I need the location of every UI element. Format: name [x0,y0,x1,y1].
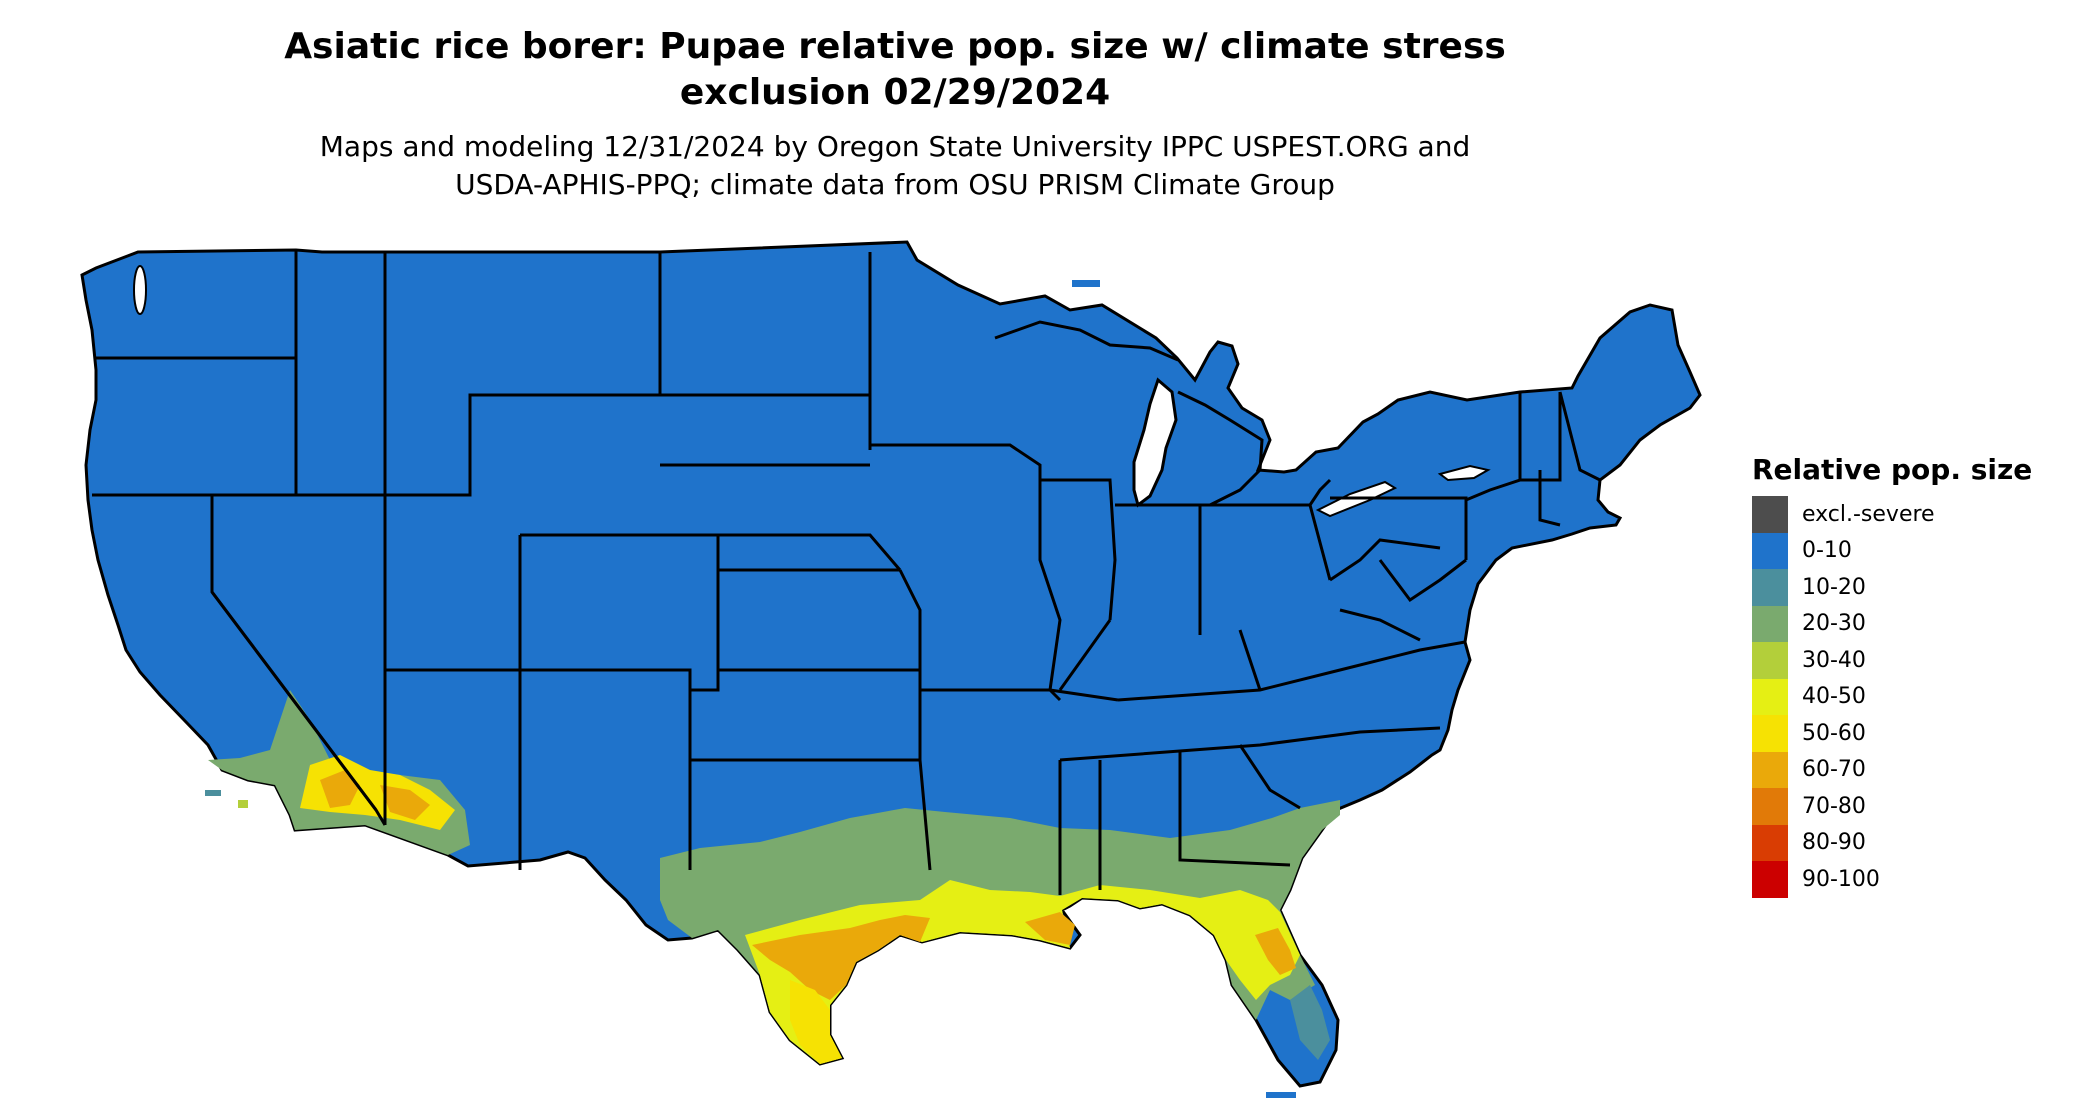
us-landmass [80,240,1702,1088]
legend-swatch [1752,788,1788,825]
legend-label: 20-30 [1802,611,1866,637]
legend-swatch [1752,678,1788,715]
legend-swatch [1752,532,1788,569]
zone-60-70-southwest [320,770,360,808]
map-title-line-1: Asiatic rice borer: Pupae relative pop. … [284,26,1506,67]
isle-royale [1072,280,1100,287]
legend-swatch [1752,861,1788,898]
legend-item: excl.-severe [1752,496,2032,533]
legend-label: 10-20 [1802,574,1866,600]
legend-label: 50-60 [1802,720,1866,746]
legend-label: excl.-severe [1802,501,1935,527]
map-subtitle-line-1: Maps and modeling 12/31/2024 by Oregon S… [319,130,1471,163]
legend-item: 40-50 [1752,678,2032,715]
zone-60-70-southwest-2 [380,785,430,820]
map-title: Asiatic rice borer: Pupae relative pop. … [0,24,1790,116]
legend-swatch [1752,605,1788,642]
florida-keys [1266,1092,1296,1098]
channel-island-1 [205,790,221,796]
legend-label: 40-50 [1802,684,1866,710]
legend-item: 80-90 [1752,824,2032,861]
map-title-line-2: exclusion 02/29/2024 [679,72,1111,113]
legend-swatch [1752,751,1788,788]
legend-label: 70-80 [1802,793,1866,819]
puget-sound [133,265,147,315]
legend-item: 60-70 [1752,751,2032,788]
legend-label: 80-90 [1802,830,1866,856]
legend-item: 90-100 [1752,861,2032,898]
legend-label: 30-40 [1802,647,1866,673]
legend-items: excl.-severe 0-10 10-20 20-30 30-40 40-50 50-6… [1752,496,2032,898]
legend-label: 60-70 [1802,757,1866,783]
lake-ontario [1437,464,1491,482]
zone-50-60-texas-coast [790,980,842,1064]
us-map [80,240,1702,1098]
legend-title: Relative pop. size [1752,453,2033,486]
lake-michigan [1132,377,1178,508]
legend-item: 50-60 [1752,715,2032,752]
state-borders [92,250,1601,895]
legend-item: 20-30 [1752,605,2032,642]
legend-swatch [1752,715,1788,752]
climate-zones [208,690,1340,1064]
legend-swatch [1752,824,1788,861]
map-subtitle: Maps and modeling 12/31/2024 by Oregon S… [0,128,1790,204]
legend-swatch [1752,642,1788,679]
legend-swatch [1752,496,1788,533]
legend: Relative pop. size excl.-severe 0-10 10-20… [1752,452,2032,898]
michigan-lower-peninsula [1177,390,1264,507]
legend-swatch [1752,569,1788,606]
michigan-upper-peninsula [994,320,1179,362]
map-subtitle-line-2: USDA-APHIS-PPQ; climate data from OSU PR… [455,168,1335,201]
zone-60-70-louisiana [1025,912,1075,945]
legend-item: 70-80 [1752,788,2032,825]
channel-island-2 [238,800,248,808]
legend-item: 0-10 [1752,532,2032,569]
legend-item: 30-40 [1752,642,2032,679]
zone-60-70-texas [752,915,930,1000]
legend-label: 0-10 [1802,538,1852,564]
zone-60-70-florida [1255,928,1296,975]
zone-10-20-florida [1290,985,1330,1060]
legend-item: 10-20 [1752,569,2032,606]
legend-label: 90-100 [1802,866,1880,892]
